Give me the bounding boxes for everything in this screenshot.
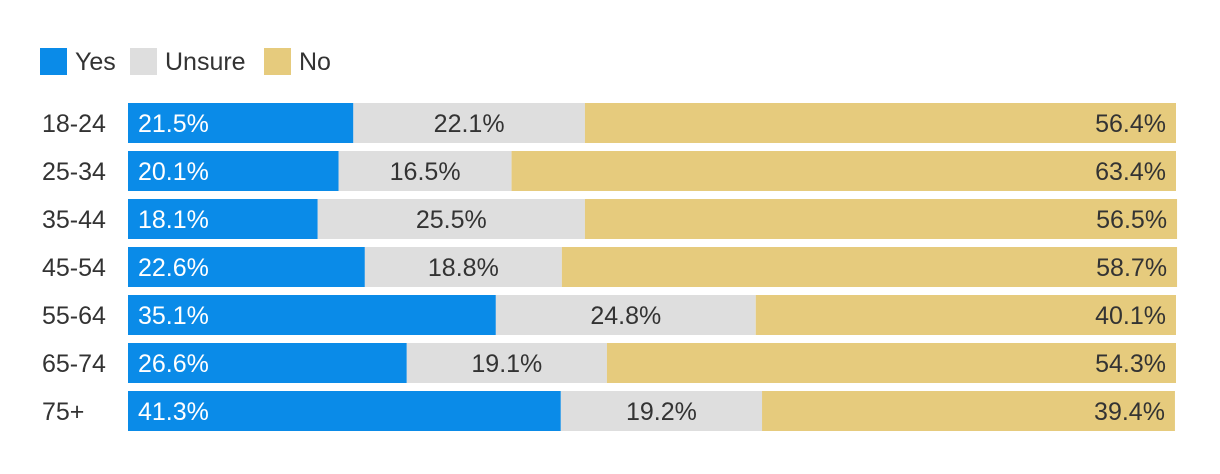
category-label: 75+ xyxy=(42,398,84,426)
data-label-yes: 20.1% xyxy=(138,158,209,186)
bar-yes xyxy=(128,151,339,191)
data-label-unsure: 19.2% xyxy=(626,398,697,426)
bar-no xyxy=(511,151,1176,191)
data-label-yes: 41.3% xyxy=(138,398,209,426)
legend-swatch-yes xyxy=(40,48,67,75)
bar-yes xyxy=(128,343,407,383)
legend-label-unsure: Unsure xyxy=(165,48,246,76)
data-label-no: 56.5% xyxy=(1096,206,1167,234)
data-label-yes: 18.1% xyxy=(138,206,209,234)
data-label-unsure: 16.5% xyxy=(390,158,461,186)
bar-yes xyxy=(128,295,496,335)
bar-yes xyxy=(128,391,561,431)
data-label-unsure: 18.8% xyxy=(428,254,499,282)
category-label: 25-34 xyxy=(42,158,106,186)
bar-yes xyxy=(128,199,318,239)
data-label-no: 40.1% xyxy=(1095,302,1166,330)
bar-no xyxy=(584,103,1176,143)
bar-no xyxy=(561,247,1178,287)
bar-yes xyxy=(128,103,354,143)
category-label: 35-44 xyxy=(42,206,106,234)
data-label-no: 56.4% xyxy=(1095,110,1166,138)
bar-unsure xyxy=(353,103,585,143)
data-label-no: 58.7% xyxy=(1096,254,1167,282)
data-label-yes: 21.5% xyxy=(138,110,209,138)
category-label: 65-74 xyxy=(42,350,106,378)
bar-unsure xyxy=(338,151,512,191)
category-label: 18-24 xyxy=(42,110,106,138)
data-label-yes: 22.6% xyxy=(138,254,209,282)
bar-no xyxy=(755,295,1176,335)
legend-label-yes: Yes xyxy=(75,48,116,76)
legend: Yes Unsure No xyxy=(40,48,331,76)
category-label: 55-64 xyxy=(42,302,106,330)
category-label: 45-54 xyxy=(42,254,106,282)
legend-swatch-unsure xyxy=(130,48,157,75)
bar-yes xyxy=(128,247,365,287)
data-label-unsure: 19.1% xyxy=(471,350,542,378)
data-label-unsure: 25.5% xyxy=(416,206,487,234)
data-label-unsure: 24.8% xyxy=(590,302,661,330)
data-label-no: 54.3% xyxy=(1095,350,1166,378)
bar-unsure xyxy=(406,343,607,383)
bar-unsure xyxy=(317,199,585,239)
data-label-unsure: 22.1% xyxy=(434,110,505,138)
bar-unsure xyxy=(364,247,562,287)
bar-no xyxy=(584,199,1178,239)
bar-no xyxy=(762,391,1175,431)
data-label-yes: 35.1% xyxy=(138,302,209,330)
data-label-no: 39.4% xyxy=(1094,398,1165,426)
bar-unsure xyxy=(495,295,756,335)
legend-label-no: No xyxy=(299,48,331,76)
data-label-no: 63.4% xyxy=(1095,158,1166,186)
bar-unsure xyxy=(560,391,763,431)
bar-no xyxy=(606,343,1176,383)
data-label-yes: 26.6% xyxy=(138,350,209,378)
legend-swatch-no xyxy=(264,48,291,75)
